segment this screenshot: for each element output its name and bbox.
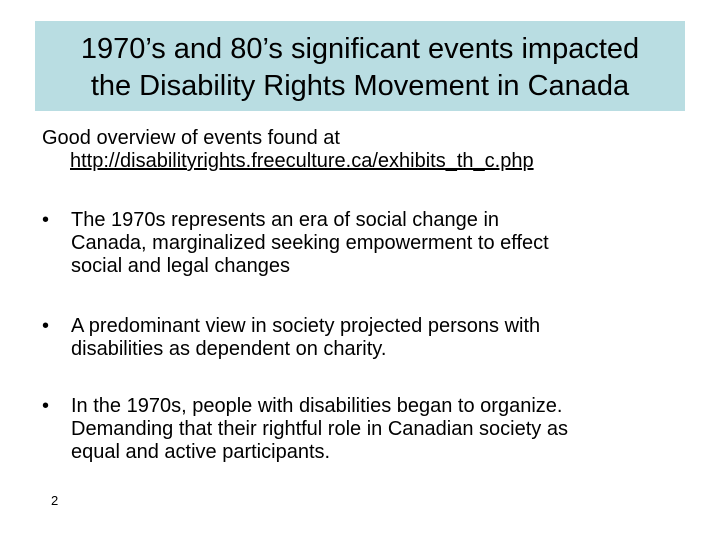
bullet-3-line-3: equal and active participants.: [71, 441, 331, 463]
bullet-2-line-2: disabilities as dependent on charity.: [71, 338, 387, 360]
bullet-item-predominant-view: • A predominant view in society projecte…: [42, 315, 702, 361]
bullet-3-line-2: Demanding that their rightful role in Ca…: [71, 418, 568, 440]
bullet-marker: •: [42, 209, 50, 231]
bullet-item-began-to-organize: • In the 1970s, people with disabilities…: [42, 395, 702, 464]
bullet-item-1970s-social-change: • The 1970s represents an era of social …: [42, 209, 702, 278]
bullet-3-line-1: In the 1970s, people with disabilities b…: [71, 395, 563, 417]
bullet-2-line-1: A predominant view in society projected …: [71, 315, 541, 337]
bullet-marker: •: [42, 315, 50, 337]
slide-title-line-2: the Disability Rights Movement in Canada: [90, 70, 630, 102]
bullet-1-line-1: The 1970s represents an era of social ch…: [71, 209, 500, 231]
bullet-marker: •: [42, 395, 50, 417]
intro-paragraph: Good overview of events found at http://…: [42, 127, 702, 173]
overview-link[interactable]: http://disabilityrights.freeculture.ca/e…: [70, 150, 534, 172]
slide-title-line-1: 1970’s and 80’s significant events impac…: [80, 33, 640, 65]
bullet-1-line-2: Canada, marginalized seeking empowerment…: [71, 232, 549, 254]
page-number: 2: [51, 493, 59, 508]
slide-title-box: 1970’s and 80’s significant events impac…: [35, 21, 685, 111]
intro-text: Good overview of events found at: [42, 127, 340, 149]
bullet-1-line-3: social and legal changes: [71, 255, 291, 277]
